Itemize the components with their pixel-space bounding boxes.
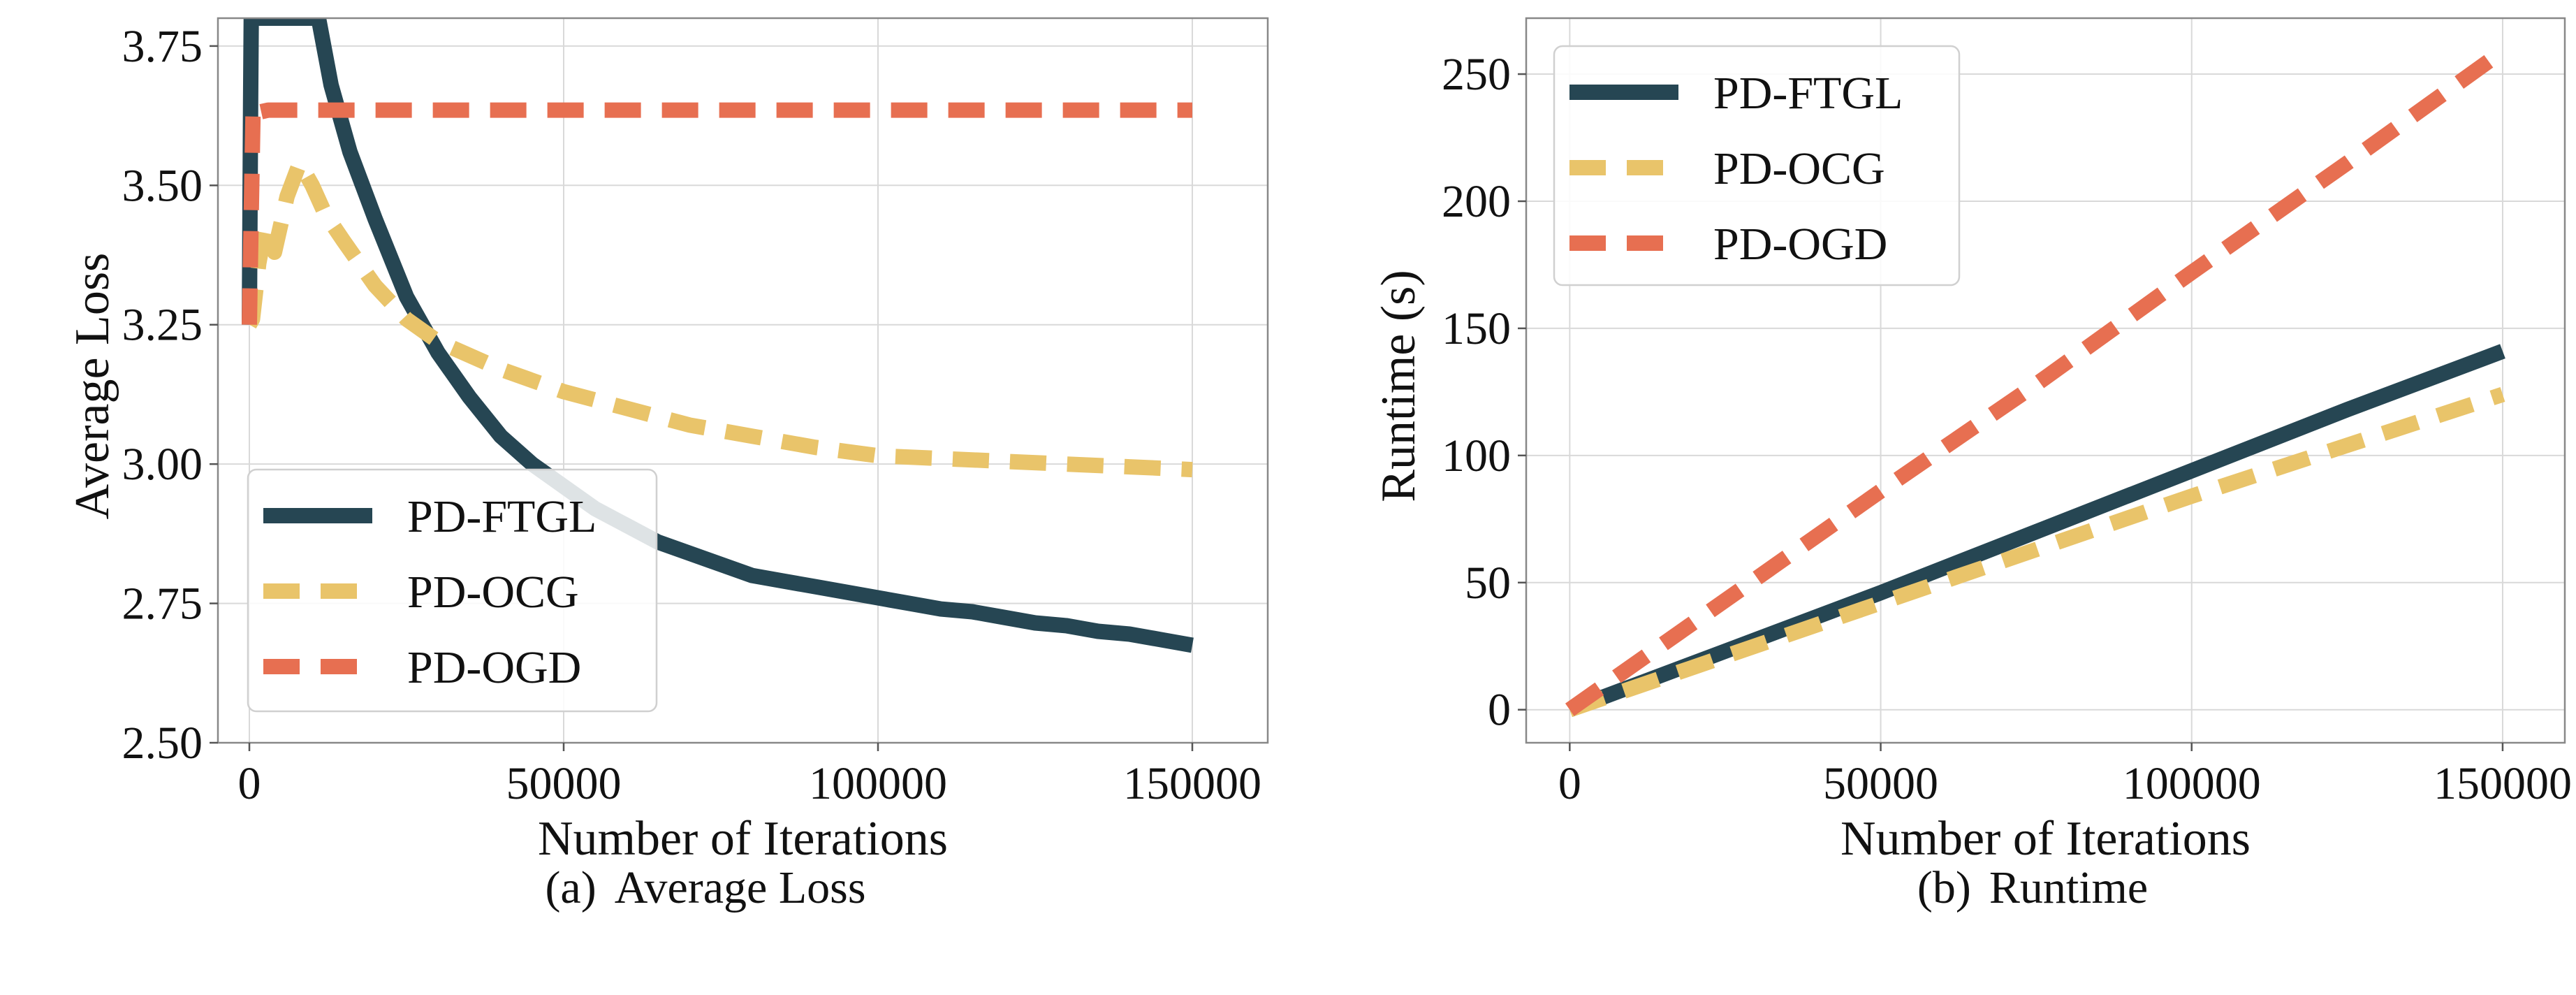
legend-label-pd-ocg: PD-OCG — [407, 567, 579, 618]
y-tick-label: 150 — [1442, 303, 1511, 354]
y-tick-label: 3.75 — [122, 21, 203, 72]
x-axis-label: Number of Iterations — [1840, 812, 2251, 866]
y-tick-label: 100 — [1442, 430, 1511, 481]
series-line-pd-ftgl — [1567, 344, 2505, 717]
x-tick-label: 100000 — [809, 758, 947, 809]
y-tick-label: 200 — [1442, 176, 1511, 227]
y-tick-label: 2.50 — [122, 718, 203, 769]
x-tick-label: 100000 — [2123, 758, 2261, 809]
panel-average-loss: 0 50000 100000 150000 2.50 2.75 3.00 3.25 3.50 3.… — [66, 17, 1269, 913]
series-line-pd-ocg — [242, 155, 1193, 478]
series-line-pd-ogd — [1565, 45, 2508, 716]
plot-frame — [1525, 17, 2566, 744]
legend-label-pd-ogd: PD-OGD — [407, 642, 581, 693]
subfigure-caption: (a) Average Loss — [545, 862, 865, 913]
panel-runtime: 0 50000 100000 150000 0 50 100 150 200 250 Number … — [1372, 17, 2572, 913]
x-tick-label: 0 — [1558, 758, 1581, 809]
legend-label-pd-ogd: PD-OGD — [1713, 219, 1887, 270]
subfigure-caption: (b) Runtime — [1917, 862, 2148, 913]
y-tick-label: 3.00 — [122, 439, 203, 490]
legend-box — [1553, 45, 1961, 286]
y-tick-label: 2.75 — [122, 579, 203, 630]
y-tick-label: 3.25 — [122, 300, 203, 351]
series-line-pd-ocg — [1567, 387, 2505, 718]
legend: PD-FTGL PD-OCG PD-OGD — [247, 468, 658, 713]
series-line-pd-ogd — [242, 99, 1192, 325]
caption-label: (a) — [545, 862, 596, 913]
caption-label: (b) — [1917, 862, 1971, 913]
legend-box — [247, 468, 658, 713]
y-axis-label: Runtime (s) — [1372, 270, 1426, 502]
y-axis-label: Average Loss — [66, 253, 119, 520]
x-tick-label: 0 — [238, 758, 261, 809]
legend-label-pd-ftgl: PD-FTGL — [407, 491, 597, 542]
x-axis-label: Number of Iterations — [538, 812, 948, 866]
series-line-pd-ftgl — [242, 18, 1194, 653]
plot-frame — [217, 17, 1269, 744]
y-tick-label: 3.50 — [122, 160, 203, 211]
y-tick-label: 250 — [1442, 49, 1511, 100]
legend-label-pd-ftgl: PD-FTGL — [1713, 68, 1903, 119]
y-tick-label: 0 — [1488, 685, 1511, 736]
x-tick-label: 50000 — [1823, 758, 1938, 809]
legend-label-pd-ocg: PD-OCG — [1713, 143, 1885, 194]
legend: PD-FTGL PD-OCG PD-OGD — [1553, 45, 1961, 286]
x-tick-label: 50000 — [506, 758, 622, 809]
caption-title: Runtime — [1989, 862, 2148, 913]
x-tick-label: 150000 — [1123, 758, 1261, 809]
y-tick-label: 50 — [1465, 558, 1511, 609]
caption-title: Average Loss — [615, 862, 866, 913]
x-tick-label: 150000 — [2434, 758, 2572, 809]
